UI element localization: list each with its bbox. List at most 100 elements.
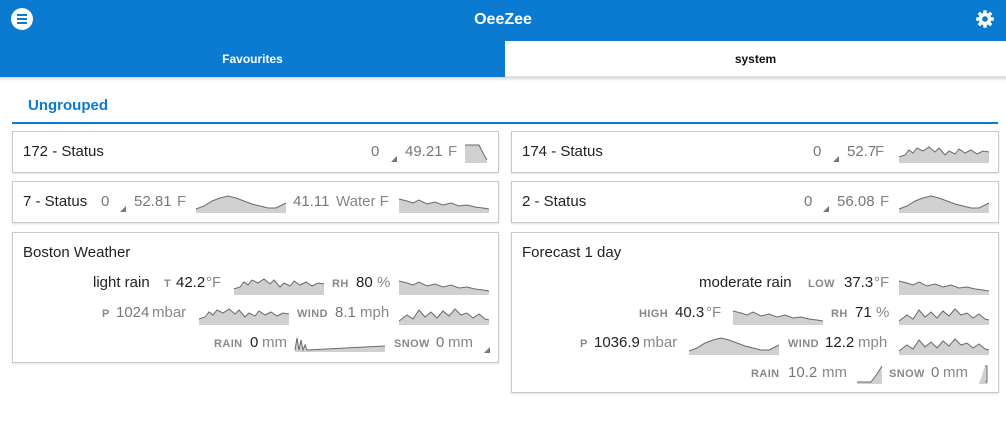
- temperature-unit: °F: [206, 274, 222, 291]
- tab-system[interactable]: system: [505, 41, 1006, 77]
- sparkline-area: [196, 196, 286, 213]
- humidity-sparkline: [898, 308, 990, 325]
- temperature-sparkline: [195, 195, 287, 213]
- snow-label: SNOW: [394, 338, 430, 350]
- pressure-value: 1024: [116, 304, 150, 321]
- status-value: 0: [804, 193, 813, 210]
- sparkline-line: [398, 280, 490, 292]
- sparkline-line: [233, 278, 325, 290]
- wind-sparkline: [398, 308, 490, 325]
- wind-label: WIND: [788, 338, 819, 350]
- rain-label: RAIN: [214, 338, 243, 350]
- water-temperature-sparkline: [398, 198, 490, 213]
- wind-value: 12.2: [825, 334, 855, 351]
- sparkline-area: [295, 338, 385, 352]
- sparkline-line: [898, 308, 990, 322]
- rain-sparkline: [294, 337, 386, 352]
- high-temperature-sparkline: [732, 310, 824, 325]
- sparkline-line: [195, 195, 287, 210]
- sparkline-area: [899, 196, 989, 213]
- sparkline-area: [399, 199, 489, 213]
- wind-sparkline: [898, 338, 990, 355]
- temperature-unit: F: [448, 143, 458, 160]
- low-temperature-value: 37.3: [844, 274, 874, 291]
- card-forecast-1-day[interactable]: Forecast 1 day moderate rain LOW 37.3 °F…: [511, 232, 999, 393]
- device-name: 2 - Status: [522, 193, 587, 210]
- sparkline-line: [898, 338, 990, 352]
- sparkline-area: [899, 281, 989, 295]
- trend-arrow-icon: [120, 206, 126, 212]
- gear-icon[interactable]: [974, 8, 996, 30]
- trend-arrow-icon: [484, 347, 490, 353]
- device-name: Forecast 1 day: [522, 244, 622, 261]
- sparkline-line: [985, 365, 988, 383]
- snow-unit: mm: [943, 364, 968, 381]
- water-temperature-unit: Water F: [336, 193, 389, 210]
- weather-description: light rain: [93, 274, 150, 291]
- sparkline-line: [732, 310, 824, 322]
- temperature-sparkline: [465, 144, 488, 163]
- wind-value: 8.1: [335, 304, 356, 321]
- humidity-sparkline: [398, 280, 490, 295]
- pressure-sparkline: [198, 308, 290, 325]
- trend-arrow-icon: [833, 156, 839, 162]
- sparkline-line: [294, 337, 386, 352]
- hamburger-menu-icon[interactable]: [11, 8, 33, 30]
- temperature-label: T: [164, 278, 172, 290]
- high-temperature-label: HIGH: [639, 308, 669, 320]
- rain-value: 10.2: [788, 364, 818, 381]
- pressure-label: P: [102, 308, 110, 320]
- humidity-label: RH: [831, 308, 848, 320]
- sparkline-line: [898, 146, 990, 158]
- pressure-unit: mbar: [643, 334, 678, 351]
- card-2-status[interactable]: 2 - Status 0 56.08 F: [511, 181, 999, 223]
- tab-favourites[interactable]: Favourites: [0, 41, 505, 77]
- temperature-unit: F: [875, 143, 885, 160]
- device-name: 174 - Status: [522, 143, 603, 160]
- status-value: 0: [813, 143, 822, 160]
- pressure-label: P: [580, 338, 588, 350]
- wind-label: WIND: [297, 308, 328, 320]
- sparkline-area: [689, 338, 779, 355]
- humidity-label: RH: [332, 278, 349, 290]
- temperature-value: 52.81: [134, 193, 172, 210]
- rain-unit: mm: [262, 334, 287, 351]
- temperature-value: 49.21: [405, 143, 443, 160]
- card-174-status[interactable]: 174 - Status 0 52.7 F: [511, 131, 999, 173]
- group-heading[interactable]: Ungrouped: [28, 97, 108, 114]
- app-header: OeeZee: [0, 0, 1006, 41]
- sparkline-line: [398, 198, 490, 210]
- rain-sparkline: [857, 365, 883, 384]
- snow-unit: mm: [448, 334, 473, 351]
- wind-unit: mph: [360, 304, 390, 321]
- sparkline-area: [399, 281, 489, 295]
- sparkline-line: [898, 280, 990, 292]
- rain-value: 0: [250, 334, 259, 351]
- card-boston-weather[interactable]: Boston Weather light rain T 42.2 °F RH 8…: [12, 232, 499, 363]
- card-172-status[interactable]: 172 - Status 0 49.21 F: [12, 131, 499, 173]
- device-name: 172 - Status: [23, 143, 104, 160]
- sparkline-area: [899, 147, 989, 163]
- sparkline-area: [857, 366, 882, 384]
- snow-label: SNOW: [889, 368, 925, 380]
- humidity-value: 71: [855, 304, 872, 321]
- tab-shadow: [0, 77, 1006, 81]
- humidity-unit: %: [876, 304, 890, 321]
- temperature-sparkline: [898, 195, 990, 213]
- app-title: OeeZee: [474, 11, 532, 28]
- high-temperature-value: 40.3: [675, 304, 705, 321]
- card-7-status[interactable]: 7 - Status 0 52.81 F 41.11 Water F: [12, 181, 499, 223]
- snow-sparkline: [979, 365, 989, 384]
- sparkline-area: [199, 309, 289, 325]
- pressure-sparkline: [688, 337, 780, 355]
- pressure-value: 1036.9: [594, 334, 640, 351]
- status-value: 0: [371, 143, 380, 160]
- humidity-unit: %: [377, 274, 391, 291]
- device-name: Boston Weather: [23, 244, 131, 261]
- snow-value: 0: [436, 334, 445, 351]
- trend-arrow-icon: [391, 156, 397, 162]
- trend-arrow-icon: [823, 206, 829, 212]
- device-name: 7 - Status: [23, 193, 88, 210]
- temperature-unit: F: [880, 193, 890, 210]
- snow-value: 0: [931, 364, 940, 381]
